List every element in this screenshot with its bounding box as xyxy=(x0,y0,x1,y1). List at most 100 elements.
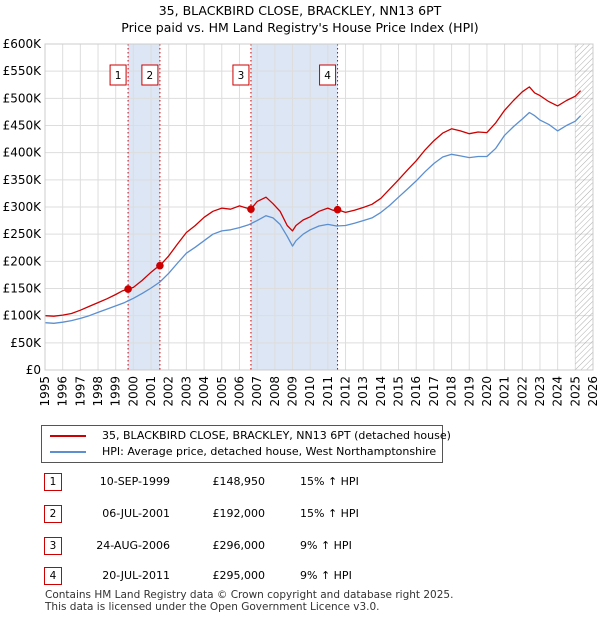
row-price: £148,950 xyxy=(212,475,266,488)
x-tick-label: 2009 xyxy=(285,376,299,407)
x-tick-label: 1997 xyxy=(73,376,87,407)
x-tick-label: 2022 xyxy=(515,376,529,407)
x-tick-label: 2001 xyxy=(144,376,158,407)
x-tick-label: 2014 xyxy=(374,376,388,407)
transaction-markers: 1 2 3 4 xyxy=(109,64,337,86)
footer-line-1: Contains HM Land Registry data © Crown c… xyxy=(45,589,454,601)
x-tick-label: 2007 xyxy=(250,376,264,407)
transaction-points xyxy=(124,205,342,293)
transaction-marker: 3 xyxy=(232,64,250,86)
x-tick-label: 2019 xyxy=(462,376,476,407)
table-row: 4 20-JUL-2011 £295,000 9% ↑ HPI xyxy=(40,566,420,586)
transaction-marker-box xyxy=(109,64,127,86)
price-chart: 1 2 3 4 £0 £50K £100K £150K £200K £250K £300K £350… xyxy=(3,37,600,407)
transaction-marker-label: 4 xyxy=(324,70,331,82)
y-tick-label: £250K xyxy=(3,227,43,241)
table-row: 3 24-AUG-2006 £296,000 9% ↑ HPI xyxy=(40,536,420,556)
x-tick-label: 2012 xyxy=(339,376,353,407)
x-tick-label: 2015 xyxy=(392,376,406,407)
table-row: 1 10-SEP-1999 £148,950 15% ↑ HPI xyxy=(40,472,420,492)
x-tick-label: 2011 xyxy=(321,376,335,407)
transaction-marker-label: 2 xyxy=(147,70,154,82)
x-tick-label: 2006 xyxy=(232,376,246,407)
x-tick-label: 2018 xyxy=(445,376,459,407)
chart-title: 35, BLACKBIRD CLOSE, BRACKLEY, NN13 6PT … xyxy=(0,2,600,36)
transaction-marker: 4 xyxy=(319,64,337,86)
x-tick-label: 1996 xyxy=(56,376,70,407)
legend-label-hpi: HPI: Average price, detached house, West… xyxy=(102,445,437,458)
footer-note: Contains HM Land Registry data © Crown c… xyxy=(45,589,454,613)
transaction-point xyxy=(156,261,164,270)
x-tick-label: 2020 xyxy=(480,376,494,407)
x-tick-label: 2026 xyxy=(586,376,600,407)
x-tick-label: 2021 xyxy=(498,376,512,407)
row-price: £192,000 xyxy=(212,507,266,520)
x-tick-label: 2017 xyxy=(427,376,441,407)
row-number-badge: 4 xyxy=(44,567,62,585)
future-hatch-area xyxy=(575,44,593,370)
row-date: 24-AUG-2006 xyxy=(96,539,170,552)
plot-frame xyxy=(44,43,594,371)
row-hpi-change: 9% ↑ HPI xyxy=(300,539,352,552)
x-tick-label: 2016 xyxy=(409,376,423,407)
x-tick-label: 2023 xyxy=(533,376,547,407)
y-tick-label: £150K xyxy=(3,282,43,296)
footer-line-2: This data is licensed under the Open Gov… xyxy=(45,600,380,613)
transaction-marker: 1 xyxy=(109,64,127,86)
x-tick-label: 2025 xyxy=(568,376,582,407)
x-tick-label: 2002 xyxy=(162,376,176,407)
table-row: 2 06-JUL-2001 £192,000 15% ↑ HPI xyxy=(40,504,420,524)
x-tick-label: 2010 xyxy=(303,376,317,407)
row-date: 06-JUL-2001 xyxy=(102,507,170,520)
row-hpi-change: 9% ↑ HPI xyxy=(300,569,352,582)
series-line-property xyxy=(44,86,582,317)
series-lines xyxy=(44,86,582,324)
y-tick-label: £450K xyxy=(3,119,43,133)
y-tick-label: £550K xyxy=(3,64,43,78)
x-tick-label: 2003 xyxy=(179,376,193,407)
legend: 35, BLACKBIRD CLOSE, BRACKLEY, NN13 6PT … xyxy=(41,425,451,463)
row-date: 10-SEP-1999 xyxy=(99,475,170,488)
x-axis-ticks: 1995 1996 1997 1998 1999 2000 2001 2002 2003 2004… xyxy=(38,376,600,407)
legend-swatch-hpi xyxy=(50,451,86,453)
x-tick-label: 2004 xyxy=(197,376,211,407)
x-tick-label: 2024 xyxy=(551,376,565,407)
x-tick-label: 1999 xyxy=(109,376,123,407)
y-tick-label: £300K xyxy=(3,200,43,214)
transaction-marker-label: 3 xyxy=(238,70,245,82)
row-hpi-change: 15% ↑ HPI xyxy=(300,475,359,488)
legend-label-property: 35, BLACKBIRD CLOSE, BRACKLEY, NN13 6PT … xyxy=(102,429,451,442)
title-line-2: Price paid vs. HM Land Registry's House … xyxy=(121,20,479,35)
transaction-marker-label: 1 xyxy=(115,70,122,82)
x-tick-label: 1998 xyxy=(91,376,105,407)
x-tick-label: 2008 xyxy=(268,376,282,407)
y-axis-ticks: £0 £50K £100K £150K £200K £250K £300K £350K £400… xyxy=(3,37,43,377)
transaction-point xyxy=(333,205,342,214)
row-number-badge: 1 xyxy=(44,473,62,491)
legend-swatch-property xyxy=(50,435,86,437)
transaction-marker: 2 xyxy=(141,64,159,86)
y-tick-label: £50K xyxy=(10,336,42,350)
row-price: £296,000 xyxy=(212,539,266,552)
y-tick-label: £350K xyxy=(3,173,43,187)
transaction-marker-box xyxy=(319,64,337,86)
row-date: 20-JUL-2011 xyxy=(102,569,170,582)
x-tick-label: 1995 xyxy=(38,376,52,407)
x-tick-label: 2005 xyxy=(215,376,229,407)
row-number-badge: 3 xyxy=(44,537,62,555)
y-tick-label: £100K xyxy=(3,309,43,323)
transaction-point xyxy=(124,285,132,293)
transaction-point xyxy=(247,205,255,213)
series-line-hpi xyxy=(44,111,582,324)
y-tick-label: £0 xyxy=(26,363,41,377)
title-line-1: 35, BLACKBIRD CLOSE, BRACKLEY, NN13 6PT xyxy=(158,3,442,18)
y-tick-label: £200K xyxy=(3,254,43,268)
y-tick-label: £400K xyxy=(3,146,43,160)
transaction-marker-box xyxy=(141,64,159,86)
row-number-badge: 2 xyxy=(44,505,62,523)
row-price: £295,000 xyxy=(212,569,266,582)
future-hatch xyxy=(575,44,593,370)
x-tick-label: 2000 xyxy=(126,376,140,407)
y-tick-label: £500K xyxy=(3,91,43,105)
row-hpi-change: 15% ↑ HPI xyxy=(300,507,359,520)
